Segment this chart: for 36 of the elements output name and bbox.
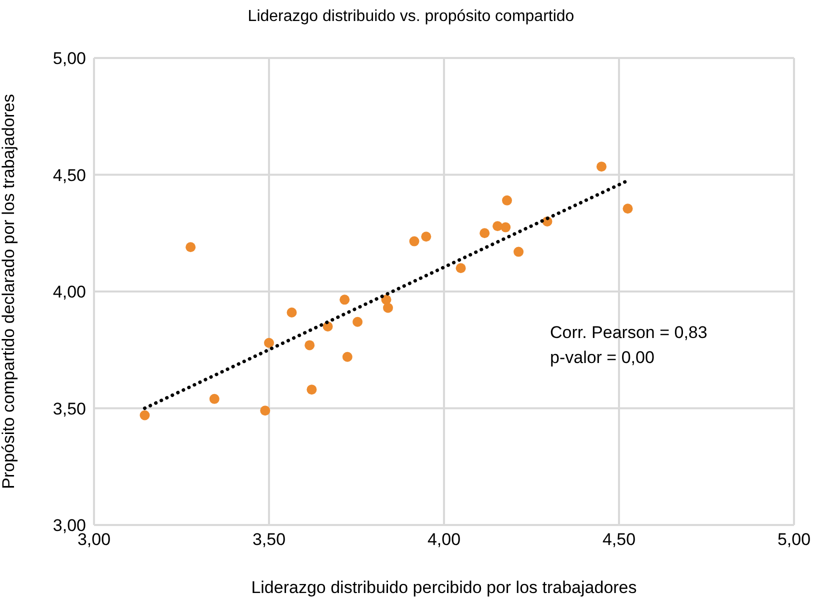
x-tick-label: 4,00 (427, 530, 461, 550)
point (352, 316, 363, 327)
y-axis-title: Propósito compartido declarado por los trabajadores (0, 94, 18, 490)
x-tick-label: 5,00 (777, 530, 811, 550)
point (140, 410, 150, 420)
point (264, 338, 274, 348)
point (622, 204, 633, 214)
point (421, 232, 432, 242)
point (209, 394, 220, 404)
point (502, 195, 512, 206)
point (596, 162, 606, 172)
point (340, 294, 350, 305)
point (480, 228, 490, 238)
annotation: Corr. Pearson = 0,83 (550, 322, 708, 344)
point (286, 308, 297, 318)
x-tick-label: 3,50 (252, 530, 286, 550)
point (186, 242, 196, 252)
point (342, 352, 352, 362)
point (260, 406, 270, 416)
point (383, 302, 393, 313)
chart-title: Liderazgo distribuido vs. propósito compartido (246, 8, 576, 26)
y-tick-label: 4,50 (52, 166, 86, 185)
y-tick-label: 3,50 (52, 399, 86, 418)
point (500, 222, 511, 232)
point (492, 221, 503, 232)
point (456, 263, 466, 274)
point (514, 246, 524, 257)
point (409, 236, 420, 246)
point (304, 340, 315, 350)
x-tick-label: 3,00 (77, 530, 111, 550)
y-tick-label: 5,00 (52, 49, 86, 68)
point (306, 384, 317, 395)
x-tick-label: 4,50 (602, 530, 636, 550)
y-tick-label: 4,00 (52, 282, 86, 302)
annotation: p-valor = 0,00 (550, 347, 656, 369)
x-axis-title: Liderazgo distribuido percibido por los trabajadores (251, 578, 637, 597)
